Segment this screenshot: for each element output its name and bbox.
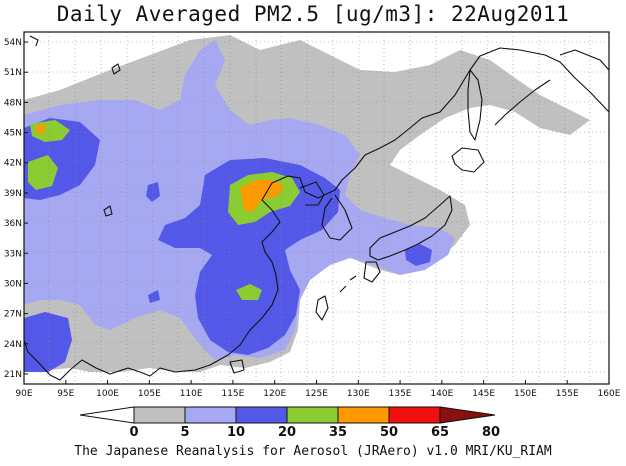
colorbar-label: 65	[431, 425, 449, 440]
coastline-hokkaido	[451, 147, 485, 173]
colorbar-label: 10	[227, 425, 245, 440]
coastlines	[23, 35, 610, 381]
pm25-band-20-35	[158, 158, 340, 355]
latitude-axis: 54N 51N 48N 45N 42N 39N 36N 33N 30N 27N 24N 21N	[4, 38, 28, 380]
lat-tick-label: 51N	[4, 68, 22, 78]
coastline-qinghai-lake	[103, 205, 113, 217]
pm25-fields	[24, 35, 590, 372]
pm25-band-35-50	[236, 284, 262, 300]
lon-tick-label: 100E	[96, 389, 119, 399]
colorbar-label: 20	[278, 425, 296, 440]
colorbar-label: 0	[129, 425, 138, 440]
lat-tick-label: 39N	[4, 189, 22, 199]
lon-tick-label: 130E	[347, 389, 370, 399]
pm25-band-35-50	[28, 155, 58, 190]
colorbar-label: 5	[180, 425, 189, 440]
lon-tick-label: 155E	[556, 389, 579, 399]
map-title: Daily Averaged PM2.5 [ug/m3]: 22Aug2011	[56, 2, 570, 26]
lon-tick-label: 145E	[472, 389, 495, 399]
lon-tick-label: 110E	[180, 389, 203, 399]
lat-tick-label: 33N	[4, 249, 22, 259]
colorbar-segment	[337, 406, 390, 424]
colorbar-segment	[235, 406, 288, 424]
coastline-ryukyu	[339, 275, 357, 293]
pm25-band-20-35	[148, 290, 160, 303]
lon-tick-label: 135E	[389, 389, 412, 399]
colorbar-segment	[388, 406, 441, 424]
colorbar-segment	[286, 406, 339, 424]
lon-tick-label: 140E	[430, 389, 453, 399]
coastline-kuril	[494, 79, 551, 126]
lon-tick-label: 120E	[263, 389, 286, 399]
coastline-korea	[321, 194, 353, 241]
coastline-lake-balkhash	[29, 35, 39, 47]
colorbar-left-arrow	[79, 406, 135, 424]
coastline-taiwan	[315, 295, 329, 321]
pm25-band-50-65	[240, 180, 284, 212]
colorbar-label: 35	[329, 425, 347, 440]
lon-tick-label: 150E	[514, 389, 537, 399]
coastline-asia-mainland	[23, 47, 610, 381]
colorbar: 0 5 10 20 35 50 65 80	[79, 406, 500, 440]
lat-tick-label: 21N	[4, 370, 22, 380]
coastline-hainan	[229, 359, 245, 374]
lon-tick-label: 105E	[138, 389, 161, 399]
lon-tick-label: 160E	[598, 389, 621, 399]
coastline-japan-kyushu	[363, 261, 381, 283]
lat-tick-label: 30N	[4, 279, 22, 289]
pm25-band-50-65	[36, 124, 46, 134]
lon-tick-label: 90E	[15, 389, 32, 399]
coastline-japan-honshu	[369, 195, 453, 261]
credit-line: The Japanese Reanalysis for Aerosol (JRA…	[74, 444, 552, 459]
coastline-lake-baikal	[111, 63, 121, 75]
lat-tick-label: 36N	[4, 219, 22, 229]
lat-tick-label: 27N	[4, 310, 22, 320]
colorbar-right-arrow	[439, 406, 496, 424]
lat-tick-label: 24N	[4, 340, 22, 350]
lon-tick-label: 115E	[221, 389, 244, 399]
colorbar-label: 80	[482, 425, 500, 440]
colorbar-segment	[184, 406, 237, 424]
coastline-bohai	[299, 181, 325, 206]
colorbar-label: 50	[380, 425, 398, 440]
map-grid	[24, 32, 609, 384]
lat-tick-label: 42N	[4, 159, 22, 169]
lat-tick-label: 48N	[4, 98, 22, 108]
lon-tick-label: 95E	[57, 389, 74, 399]
lat-tick-label: 45N	[4, 129, 22, 139]
lon-tick-label: 125E	[305, 389, 328, 399]
colorbar-segment	[133, 406, 186, 424]
lat-tick-label: 54N	[4, 38, 22, 48]
pm25-band-20-35	[405, 244, 432, 266]
coastline-kamchatka	[559, 49, 610, 71]
longitude-axis: 90E 95E 100E 105E 110E 115E 120E 125E 130E 135E 14…	[15, 380, 621, 399]
coastline-sakhalin	[467, 69, 483, 141]
